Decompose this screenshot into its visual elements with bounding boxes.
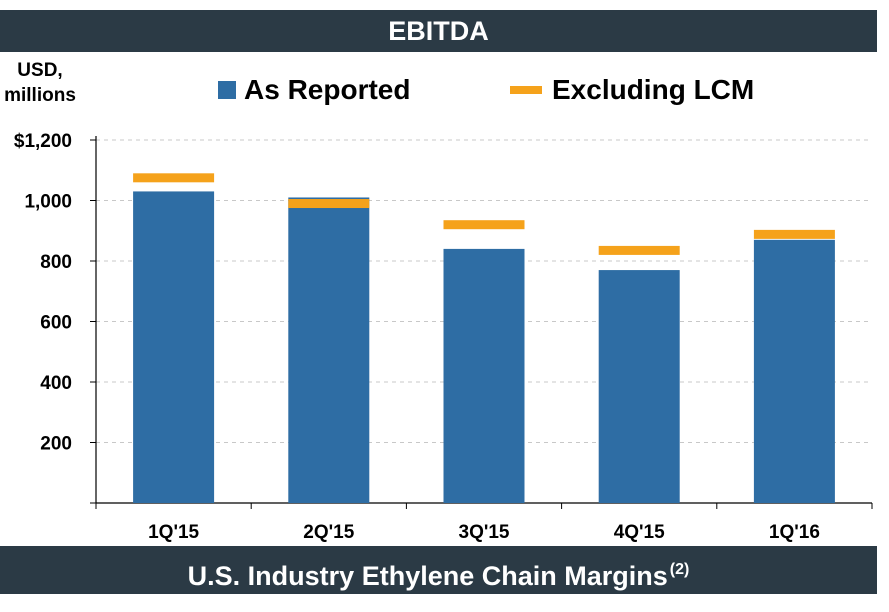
bar-as-reported <box>598 270 680 503</box>
bar-as-reported <box>288 197 370 503</box>
legend-item-excluding-lcm: Excluding LCM <box>510 74 754 106</box>
section-title: U.S. Industry Ethylene Chain Margins <box>187 561 668 591</box>
y-tick-label: $1,200 <box>14 131 72 152</box>
x-tick-label: 1Q'15 <box>148 522 199 543</box>
chart-title-banner: EBITDA <box>0 10 877 52</box>
legend-swatch-box <box>218 81 236 99</box>
legend-label-excluding-lcm: Excluding LCM <box>552 74 755 105</box>
legend-label-as-reported: As Reported <box>244 74 411 105</box>
x-tick-label: 1Q'16 <box>769 522 820 543</box>
bar-as-reported <box>133 191 215 504</box>
legend-swatch-line <box>510 86 542 94</box>
marker-excluding-lcm <box>598 245 680 255</box>
footnote-marker: (2) <box>669 561 690 578</box>
section-banner-ethylene-margins: U.S. Industry Ethylene Chain Margins (2) <box>0 546 877 594</box>
marker-excluding-lcm <box>133 173 215 183</box>
bar-as-reported <box>443 248 525 503</box>
unit-line-2: millions <box>4 85 76 106</box>
marker-excluding-lcm <box>753 229 835 239</box>
y-tick-label: 400 <box>40 373 72 394</box>
x-tick-label: 2Q'15 <box>303 522 354 543</box>
x-tick-label: 4Q'15 <box>614 522 665 543</box>
x-tick-label: 3Q'15 <box>459 522 510 543</box>
unit-line-1: USD, <box>17 60 63 81</box>
y-tick-label: 200 <box>40 434 72 455</box>
marker-excluding-lcm <box>443 220 525 230</box>
bar-as-reported <box>753 239 835 503</box>
y-tick-label: 600 <box>40 313 72 334</box>
ebitda-bar-chart: 200 400 600 800 1,000 $1,200 1Q'15 2Q'15 3Q'15 4Q… <box>14 131 873 543</box>
y-tick-label: 1,000 <box>24 192 72 213</box>
y-axis-unit-label: USD, millions <box>0 58 80 108</box>
chart-title: EBITDA <box>388 16 489 46</box>
y-tick-label: 800 <box>40 252 72 273</box>
marker-excluding-lcm <box>288 199 370 209</box>
legend-item-as-reported: As Reported <box>218 74 410 106</box>
